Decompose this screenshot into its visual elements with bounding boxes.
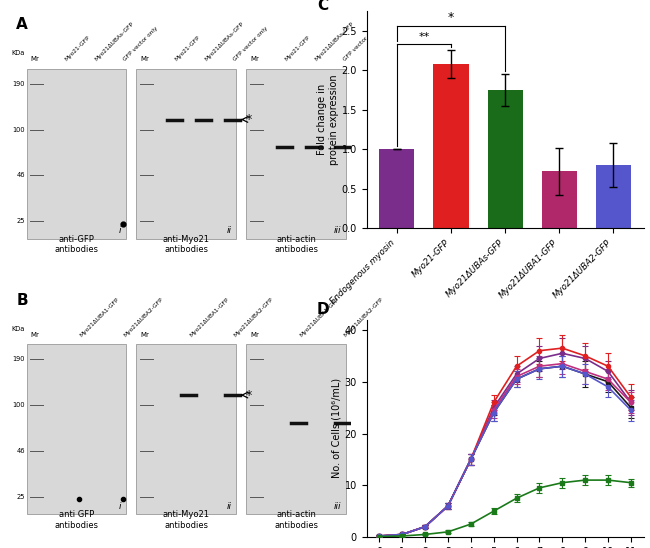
Text: Mr: Mr — [140, 56, 150, 62]
Text: i: i — [119, 226, 122, 235]
Text: 46: 46 — [16, 173, 25, 179]
Bar — [596, 165, 631, 229]
Text: Myo21ΔUBAs-GFP: Myo21ΔUBAs-GFP — [94, 21, 135, 62]
Bar — [434, 64, 469, 229]
Bar — [488, 90, 523, 229]
Text: Mr: Mr — [140, 332, 150, 338]
Text: anti-actin
antibodies: anti-actin antibodies — [274, 510, 318, 529]
Text: 100: 100 — [12, 127, 25, 133]
Text: B: B — [16, 293, 28, 308]
Bar — [246, 68, 346, 239]
Y-axis label: No. of Cells (10⁶/mL): No. of Cells (10⁶/mL) — [332, 378, 342, 478]
Text: C: C — [317, 0, 328, 13]
Text: **: ** — [419, 32, 430, 42]
Text: 190: 190 — [12, 356, 25, 362]
Text: Myo21-GFP: Myo21-GFP — [174, 35, 202, 62]
Text: Myo21-GFP: Myo21-GFP — [64, 35, 92, 62]
Text: Mr: Mr — [31, 332, 40, 338]
Text: Myo21ΔUBA2-GFP: Myo21ΔUBA2-GFP — [123, 296, 164, 338]
Text: Myo21ΔUBA2-GFP: Myo21ΔUBA2-GFP — [343, 296, 384, 338]
Text: Mr: Mr — [31, 56, 40, 62]
Text: Myo21ΔUBA1-GFP: Myo21ΔUBA1-GFP — [189, 296, 230, 338]
Bar — [27, 68, 126, 239]
Text: 25: 25 — [16, 494, 25, 500]
Text: Myo21ΔUBA2-GFP: Myo21ΔUBA2-GFP — [233, 296, 274, 338]
Text: anti-actin
antibodies: anti-actin antibodies — [274, 235, 318, 254]
Text: ii: ii — [226, 502, 231, 511]
Text: GFP vector only: GFP vector only — [343, 26, 380, 62]
Text: *: * — [448, 12, 454, 25]
Text: anti GFP
antibodies: anti GFP antibodies — [55, 510, 98, 529]
Text: *: * — [246, 389, 252, 402]
Text: Myo21-GFP: Myo21-GFP — [284, 35, 311, 62]
Text: Myo21ΔUBAs-GFP: Myo21ΔUBAs-GFP — [203, 21, 244, 62]
Text: KDa: KDa — [12, 50, 25, 56]
Text: GFP vector only: GFP vector only — [123, 26, 159, 62]
Bar — [380, 149, 415, 229]
Text: *: * — [246, 113, 252, 126]
Text: anti-Myo21
antibodies: anti-Myo21 antibodies — [163, 235, 210, 254]
Text: Myo21ΔUBA1-GFP: Myo21ΔUBA1-GFP — [299, 296, 340, 338]
Text: 25: 25 — [16, 219, 25, 224]
Text: i: i — [119, 502, 122, 511]
Text: anti-GFP
antibodies: anti-GFP antibodies — [55, 235, 98, 254]
Bar — [136, 68, 237, 239]
Text: KDa: KDa — [12, 326, 25, 332]
Bar — [27, 344, 126, 515]
Text: A: A — [16, 17, 28, 32]
Y-axis label: Fold change in
protein expression: Fold change in protein expression — [317, 75, 339, 165]
Text: 46: 46 — [16, 448, 25, 454]
Text: iii: iii — [333, 502, 341, 511]
Text: 100: 100 — [12, 402, 25, 408]
Text: D: D — [317, 302, 330, 317]
Text: anti-Myo21
antibodies: anti-Myo21 antibodies — [163, 510, 210, 529]
Text: Mr: Mr — [250, 56, 259, 62]
Bar — [246, 344, 346, 515]
Text: Mr: Mr — [250, 332, 259, 338]
Text: iii: iii — [333, 226, 341, 235]
Text: 190: 190 — [12, 81, 25, 87]
Text: Myo21ΔUBAs-GFP: Myo21ΔUBAs-GFP — [313, 21, 354, 62]
Bar — [136, 344, 237, 515]
Text: Myo21ΔUBA1-GFP: Myo21ΔUBA1-GFP — [79, 296, 120, 338]
Text: GFP vector only: GFP vector only — [233, 26, 269, 62]
Text: ii: ii — [226, 226, 231, 235]
Bar — [541, 172, 577, 229]
